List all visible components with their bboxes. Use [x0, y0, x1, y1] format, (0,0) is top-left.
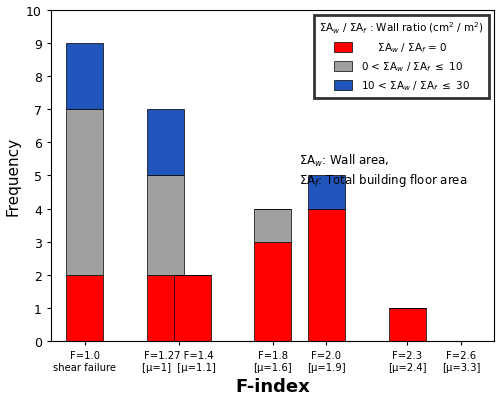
X-axis label: F-index: F-index	[236, 377, 310, 395]
Bar	[308, 176, 345, 209]
Bar	[388, 308, 426, 341]
Bar	[147, 110, 184, 176]
Bar	[254, 242, 291, 341]
Bar	[66, 44, 103, 110]
Bar	[66, 110, 103, 275]
Bar	[147, 275, 184, 341]
Y-axis label: Frequency: Frequency	[6, 136, 20, 215]
Legend:      $\Sigma$A$_w$ / $\Sigma$A$_f$ = 0, 0 < $\Sigma$A$_w$ / $\Sigma$A$_f$ $\leq$: $\Sigma$A$_w$ / $\Sigma$A$_f$ = 0, 0 < $…	[314, 16, 489, 98]
Bar	[174, 275, 210, 341]
Bar	[254, 209, 291, 242]
Bar	[308, 209, 345, 341]
Text: $\Sigma$A$_w$: Wall area,
$\Sigma$A$_f$: Total building floor area: $\Sigma$A$_w$: Wall area, $\Sigma$A$_f$:…	[300, 153, 468, 188]
Bar	[147, 176, 184, 275]
Bar	[66, 275, 103, 341]
